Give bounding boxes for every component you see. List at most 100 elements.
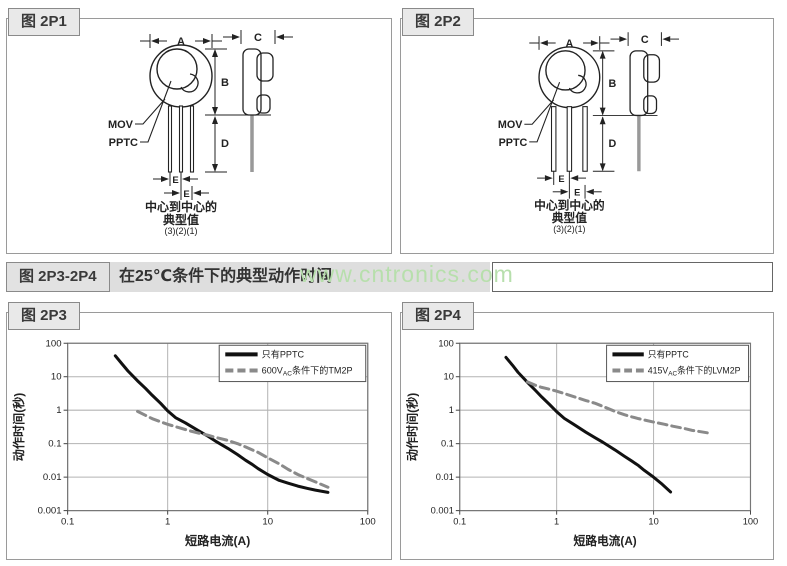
legend-entry-label: 只有PPTC: [648, 348, 690, 359]
panel-figure-2p4: 100 10 1 0.1 0.01 0.001 0.1 1 10 100 只有PPTC 415VAC条…: [400, 312, 774, 560]
caption-line3: (3)(2)(1): [165, 226, 198, 236]
crescent-edge: [568, 74, 587, 94]
x-axis-label: 短路电流(A): [185, 533, 250, 548]
dim-label-b: B: [609, 78, 617, 90]
curve-dashed: [526, 380, 714, 436]
dim-label-b: B: [221, 77, 229, 89]
crescent-edge: [180, 73, 199, 93]
pptc-label: PPTC: [109, 137, 138, 149]
x-tick-label: 0.1: [61, 517, 74, 528]
banner-empty-box: [492, 262, 773, 292]
pptc-disc: [156, 48, 198, 90]
dim-label-e2: E: [183, 189, 189, 200]
y-tick-label: 10: [51, 372, 62, 383]
mov-label: MOV: [498, 119, 523, 131]
mov-label: MOV: [108, 119, 134, 131]
legend-box: [606, 344, 750, 383]
y-axis-label: 动作时间(秒): [406, 393, 420, 461]
y-tick-label: 0.001: [38, 506, 62, 517]
dim-label-e1: E: [172, 175, 178, 186]
caption-line3: (3)(2)(1): [553, 224, 585, 234]
figure-tag-2p4: 图 2P4: [402, 302, 474, 330]
panel-figure-2p3: 100 10 1 0.1 0.01 0.001 0.1 1 10 100 只有PPTC 600VAC条…: [6, 312, 392, 560]
caption-line1: 中心到中心的: [145, 199, 217, 214]
lead: [582, 106, 588, 172]
x-tick-label: 1: [554, 516, 559, 527]
lead: [189, 105, 195, 173]
pptc-leader-line: [140, 80, 172, 143]
lower-tab-profile: [643, 95, 658, 115]
x-tick-label: 0.1: [453, 516, 466, 527]
figure-tag-2p2: 图 2P2: [402, 8, 474, 36]
pptc-side-profile: [256, 52, 274, 82]
y-tick-label: 0.01: [43, 472, 62, 483]
caption-line1: 中心到中心的: [534, 198, 605, 212]
x-axis-label: 短路电流(A): [574, 534, 637, 548]
curve-dashed: [136, 409, 330, 489]
figure-tag-2p3: 图 2P3: [8, 302, 80, 330]
plot-frame: [67, 342, 369, 512]
y-tick-label: 0.01: [436, 471, 454, 482]
figure-tag-2p3-2p4: 图 2P3-2P4: [6, 262, 110, 292]
dim-label-c: C: [641, 34, 649, 46]
dim-label-a: A: [177, 36, 185, 48]
caption-line2: 典型值: [163, 212, 199, 227]
pptc-side-profile: [643, 54, 661, 83]
banner-title-box: 在25℃条件下的典型动作时间: [107, 262, 490, 292]
pptc-disc: [545, 50, 586, 91]
legend-entry-label: 只有PPTC: [262, 348, 305, 359]
dim-label-e1: E: [558, 174, 564, 184]
mov-leader-line: [135, 98, 166, 125]
panel-figure-2p1: A MOV PPTC E E 中心到中心的 典型值 (3)(2)(1) C B D: [6, 18, 392, 254]
x-tick-label: 1: [165, 517, 170, 528]
mov-leader-line: [524, 99, 555, 125]
x-tick-label: 100: [743, 516, 759, 527]
y-tick-label: 0.1: [441, 438, 454, 449]
side-view: C B D: [592, 32, 680, 172]
pptc-label: PPTC: [499, 137, 528, 149]
y-tick-label: 0.1: [48, 439, 61, 450]
dim-label-d: D: [221, 138, 229, 150]
legend-box: [218, 344, 367, 383]
lead: [178, 105, 184, 173]
lead: [566, 106, 573, 172]
figure-tag-2p1: 图 2P1: [8, 8, 80, 36]
dim-label-c: C: [254, 32, 262, 44]
curve-solid: [504, 355, 673, 494]
mov-side-profile: [629, 50, 649, 117]
pptc-leader-line: [529, 81, 561, 143]
y-tick-label: 1: [449, 404, 454, 415]
dim-label-a: A: [565, 38, 573, 50]
lead: [167, 105, 173, 173]
panel-figure-2p2: A MOV PPTC E E 中心到中心的 典型值 (3)(2)(1) C B D: [400, 18, 774, 254]
y-tick-label: 100: [46, 338, 62, 349]
dim-label-e2: E: [574, 188, 580, 198]
y-tick-label: 0.001: [431, 504, 454, 515]
y-tick-label: 10: [444, 371, 454, 382]
plot-frame: [459, 342, 752, 512]
banner-title: 在25℃条件下的典型动作时间: [119, 268, 333, 285]
side-view: C B D: [205, 30, 293, 173]
y-axis-label: 动作时间(秒): [11, 393, 26, 462]
x-tick-label: 10: [262, 517, 273, 528]
lead: [550, 106, 557, 172]
mov-side-profile: [242, 48, 262, 116]
x-tick-label: 10: [648, 516, 658, 527]
caption-line2: 典型值: [552, 211, 587, 225]
watermark-text: www.cntronics.com: [300, 261, 514, 287]
lower-tab-profile: [256, 94, 271, 114]
curve-solid: [113, 354, 330, 494]
dim-label-d: D: [609, 138, 617, 150]
y-tick-label: 1: [56, 405, 61, 416]
